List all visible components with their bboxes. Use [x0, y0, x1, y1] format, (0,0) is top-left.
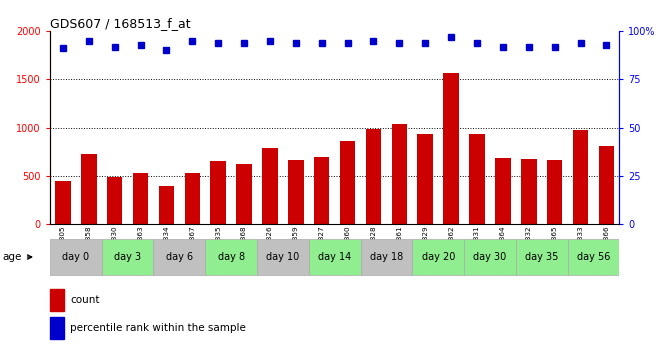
Text: day 3: day 3: [114, 252, 141, 262]
Bar: [495, 158, 511, 224]
Bar: [205, 239, 257, 275]
Bar: [418, 135, 433, 224]
Bar: [50, 289, 64, 311]
Bar: [567, 239, 619, 275]
Bar: [81, 154, 97, 224]
Bar: [236, 164, 252, 224]
Text: day 10: day 10: [266, 252, 300, 262]
Bar: [257, 239, 309, 275]
Bar: [366, 129, 381, 224]
Text: day 35: day 35: [525, 252, 558, 262]
Bar: [573, 130, 588, 224]
Text: day 14: day 14: [318, 252, 351, 262]
Bar: [392, 124, 407, 224]
Bar: [262, 148, 278, 224]
Bar: [107, 177, 123, 224]
Bar: [444, 72, 459, 224]
Bar: [599, 146, 614, 224]
Bar: [159, 186, 174, 224]
Bar: [521, 159, 537, 224]
Text: day 18: day 18: [370, 252, 403, 262]
Bar: [547, 160, 562, 224]
Bar: [55, 181, 71, 224]
Bar: [314, 157, 330, 224]
Bar: [412, 239, 464, 275]
Text: day 56: day 56: [577, 252, 610, 262]
Bar: [50, 317, 64, 339]
Bar: [340, 141, 356, 224]
Text: day 6: day 6: [166, 252, 193, 262]
Text: day 8: day 8: [218, 252, 244, 262]
Text: percentile rank within the sample: percentile rank within the sample: [70, 323, 246, 333]
Text: day 0: day 0: [62, 252, 89, 262]
Bar: [464, 239, 516, 275]
Bar: [184, 172, 200, 224]
Text: count: count: [70, 295, 99, 305]
Bar: [50, 239, 102, 275]
Text: GDS607 / 168513_f_at: GDS607 / 168513_f_at: [50, 17, 190, 30]
Text: day 30: day 30: [474, 252, 507, 262]
Bar: [360, 239, 412, 275]
Text: day 20: day 20: [422, 252, 455, 262]
Bar: [102, 239, 153, 275]
Bar: [133, 173, 149, 224]
Bar: [309, 239, 360, 275]
Bar: [288, 159, 304, 224]
Text: age: age: [3, 252, 31, 262]
Bar: [470, 135, 485, 224]
Bar: [153, 239, 205, 275]
Bar: [516, 239, 567, 275]
Bar: [210, 161, 226, 224]
